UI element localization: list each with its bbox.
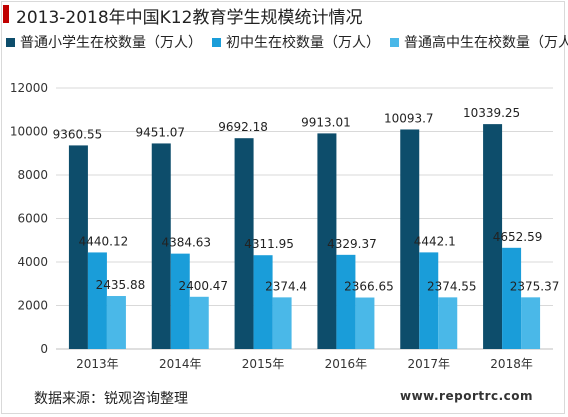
bar-series-2 xyxy=(106,296,126,349)
legend-label-junior: 初中生在校数量（万人） xyxy=(226,35,380,51)
legend-swatch-junior xyxy=(212,37,221,47)
data-source: 数据来源：锐观咨询整理 xyxy=(34,391,188,407)
watermark: www.reportrc.com xyxy=(400,389,534,403)
y-tick-label: 12000 xyxy=(10,81,48,95)
bar-series-1 xyxy=(502,247,522,349)
bar-series-0 xyxy=(234,138,254,349)
data-label-series-1: 4652.59 xyxy=(493,230,543,244)
bar-series-2 xyxy=(189,296,209,349)
legend-item-senior: 普通高中生在校数量（万人） xyxy=(390,32,568,52)
data-label-series-2: 2435.88 xyxy=(96,278,146,292)
x-tick-label: 2018年 xyxy=(490,357,533,371)
bar-series-1 xyxy=(419,252,439,349)
bar-series-0 xyxy=(400,129,420,349)
y-tick-label: 0 xyxy=(40,342,48,356)
bar-series-2 xyxy=(355,297,375,349)
bar-series-2 xyxy=(521,297,541,349)
bar-series-1 xyxy=(87,252,107,349)
bar-series-2 xyxy=(272,297,292,349)
data-label-series-0: 9360.55 xyxy=(53,127,103,141)
data-label-series-1: 4384.63 xyxy=(161,236,211,250)
bar-series-1 xyxy=(253,255,273,349)
y-tick-label: 8000 xyxy=(17,168,48,182)
x-tick-label: 2015年 xyxy=(242,357,285,371)
data-label-series-1: 4311.95 xyxy=(244,237,294,251)
data-label-series-2: 2374.55 xyxy=(427,279,477,293)
legend-swatch-senior xyxy=(390,37,399,47)
bar-series-0 xyxy=(68,145,88,349)
data-label-series-2: 2374.4 xyxy=(265,279,307,293)
data-label-series-0: 10339.25 xyxy=(463,106,520,120)
legend-swatch-primary xyxy=(6,37,15,47)
data-label-series-0: 9692.18 xyxy=(218,120,268,134)
data-label-series-2: 2375.37 xyxy=(510,279,560,293)
x-tick-label: 2013年 xyxy=(76,357,119,371)
chart-title: 2013-2018年中国K12教育学生规模统计情况 xyxy=(16,8,363,28)
bar-series-0 xyxy=(151,143,171,349)
legend-item-junior: 初中生在校数量（万人） xyxy=(212,32,380,52)
y-tick-label: 10000 xyxy=(10,125,48,139)
bar-series-0 xyxy=(483,124,503,350)
bar-series-1 xyxy=(170,253,190,349)
legend: 普通小学生在校数量（万人） 初中生在校数量（万人） 普通高中生在校数量（万人） xyxy=(6,32,568,52)
bar-series-0 xyxy=(317,133,337,349)
y-tick-label: 4000 xyxy=(17,255,48,269)
data-label-series-1: 4440.12 xyxy=(79,234,129,248)
data-label-series-0: 10093.7 xyxy=(384,111,434,125)
data-label-series-0: 9913.01 xyxy=(301,115,351,129)
data-label-series-2: 2366.65 xyxy=(344,280,394,294)
bar-series-2 xyxy=(438,297,458,349)
legend-item-primary: 普通小学生在校数量（万人） xyxy=(6,32,202,52)
legend-label-primary: 普通小学生在校数量（万人） xyxy=(20,35,202,51)
y-tick-label: 6000 xyxy=(17,212,48,226)
data-label-series-1: 4329.37 xyxy=(327,237,377,251)
x-tick-label: 2017年 xyxy=(407,357,450,371)
x-tick-label: 2016年 xyxy=(325,357,368,371)
y-tick-label: 2000 xyxy=(17,299,48,313)
x-tick-label: 2014年 xyxy=(159,357,202,371)
bar-series-1 xyxy=(336,254,356,349)
title-accent-bar xyxy=(3,5,9,23)
legend-label-senior: 普通高中生在校数量（万人） xyxy=(404,35,568,51)
data-label-series-2: 2400.47 xyxy=(178,279,228,293)
data-label-series-1: 4442.1 xyxy=(414,234,456,248)
data-label-series-0: 9451.07 xyxy=(135,125,185,139)
